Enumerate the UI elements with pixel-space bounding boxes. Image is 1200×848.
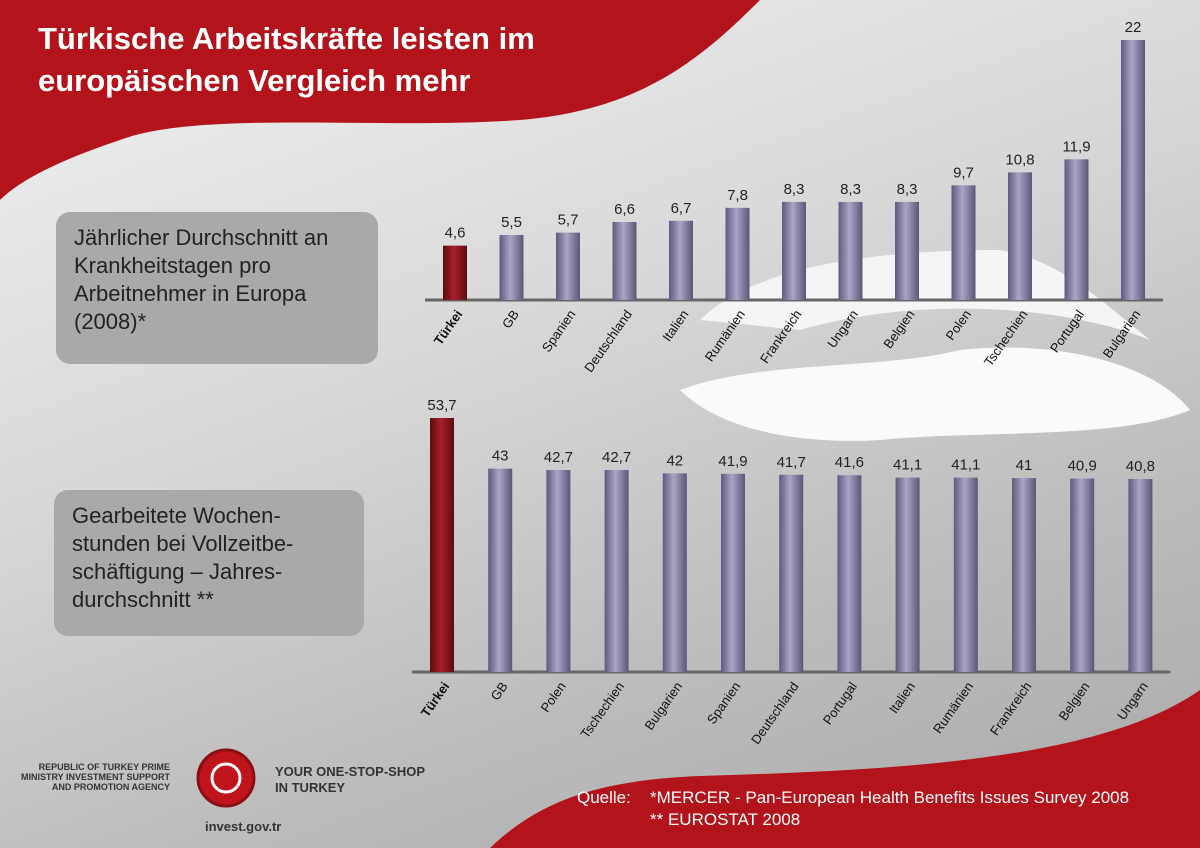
category-label: Rumänien <box>702 307 748 364</box>
bar-Tschechien <box>604 470 629 672</box>
bar-Portugal <box>1064 159 1089 300</box>
data-label: 42 <box>666 452 683 469</box>
bar-Italien <box>895 477 920 672</box>
category-label: Belgien <box>1055 679 1092 723</box>
agency-logo <box>196 748 256 808</box>
slogan: YOUR ONE-STOP-SHOP IN TURKEY <box>275 764 425 796</box>
data-label: 53,7 <box>427 397 456 414</box>
data-label: 42,7 <box>544 449 573 466</box>
data-label: 5,7 <box>558 212 579 229</box>
category-label: Polen <box>943 307 974 343</box>
title-line-2: europäischen Vergleich mehr <box>38 63 471 98</box>
category-label: Türkei <box>431 307 466 348</box>
bar-Türkei <box>430 418 454 672</box>
category-label: Spanien <box>704 679 744 727</box>
data-label: 41,7 <box>777 454 806 471</box>
category-label: Italien <box>659 307 691 344</box>
category-label: Italien <box>886 679 918 716</box>
source-1: *MERCER - Pan-European Health Benefits I… <box>650 788 1130 807</box>
data-label: 6,7 <box>671 200 692 217</box>
bar-Frankreich <box>1012 478 1036 672</box>
bar-GB <box>499 235 524 300</box>
bar-Portugal <box>837 475 862 672</box>
data-label: 10,8 <box>1005 151 1034 168</box>
category-label: GB <box>499 307 522 331</box>
title-line-1: Türkische Arbeitskräfte leisten im <box>38 21 535 56</box>
category-label: Portugal <box>820 679 860 727</box>
agency-name: REPUBLIC OF TURKEY PRIME MINISTRY INVEST… <box>20 762 170 792</box>
bar-Spanien <box>556 232 580 300</box>
category-label: Spanien <box>539 307 579 355</box>
data-label: 8,3 <box>840 181 861 198</box>
data-label: 6,6 <box>614 201 635 218</box>
category-label: Belgien <box>880 307 917 351</box>
data-label: 5,5 <box>501 214 522 231</box>
bar-Polen <box>951 185 976 300</box>
bar-GB <box>488 468 513 672</box>
bar-Italien <box>669 220 693 300</box>
bar-Tschechien <box>1008 172 1032 300</box>
category-label: Bulgarien <box>1100 307 1144 361</box>
data-label: 7,8 <box>727 187 748 204</box>
working-hours-caption: Gearbeitete Wochen-stunden bei Vollzeitb… <box>54 490 364 636</box>
data-label: 42,7 <box>602 449 631 466</box>
data-label: 43 <box>492 448 509 465</box>
bar-Türkei <box>443 245 467 300</box>
data-label: 41,6 <box>835 454 864 471</box>
category-label: Ungarn <box>1114 679 1151 723</box>
category-label: Frankreich <box>757 307 805 366</box>
page-title: Türkische Arbeitskräfte leisten im europä… <box>38 18 535 102</box>
data-label: 41,1 <box>893 457 922 474</box>
bar-Ungarn <box>838 201 863 300</box>
data-label: 9,7 <box>953 164 974 181</box>
category-label: Tschechien <box>981 307 1031 369</box>
slogan-line-1: YOUR ONE-STOP-SHOP <box>275 764 426 779</box>
data-label: 22 <box>1125 19 1142 36</box>
data-label: 11,9 <box>1062 138 1090 155</box>
category-label: Türkei <box>418 679 453 720</box>
bar-Polen <box>546 470 571 672</box>
data-label: 8,3 <box>784 181 805 198</box>
category-label: Ungarn <box>824 307 861 351</box>
category-label: Rumänien <box>930 679 976 736</box>
category-label: Tschechien <box>577 679 627 741</box>
category-label: Bulgarien <box>641 679 685 733</box>
slogan-line-2: IN TURKEY <box>275 780 346 795</box>
source-2: ** EUROSTAT 2008 <box>650 810 801 829</box>
data-label: 41,9 <box>718 453 747 470</box>
bar-Frankreich <box>782 201 806 300</box>
data-label: 40,8 <box>1126 458 1155 475</box>
category-label: Portugal <box>1047 307 1087 355</box>
category-label: GB <box>488 679 511 703</box>
category-label: Deutschland <box>581 307 635 375</box>
category-label: Frankreich <box>987 679 1035 738</box>
bar-Rumänien <box>725 207 750 300</box>
bar-Ungarn <box>1128 479 1153 672</box>
data-label: 4,6 <box>445 225 466 242</box>
website-link[interactable]: invest.gov.tr <box>205 819 282 834</box>
bar-Belgien <box>895 201 919 300</box>
data-label: 40,9 <box>1068 458 1097 475</box>
bar-Rumänien <box>953 477 978 672</box>
category-label: Deutschland <box>748 679 802 747</box>
data-label: 41,1 <box>951 457 980 474</box>
bar-Bulgarien <box>662 473 687 672</box>
category-label: Polen <box>537 679 568 715</box>
bar-Spanien <box>721 473 745 672</box>
bar-Deutschland <box>612 222 637 300</box>
bar-Deutschland <box>779 474 804 672</box>
source-label: Quelle: <box>577 788 631 807</box>
data-label: 8,3 <box>897 181 918 198</box>
bar-Bulgarien <box>1121 40 1145 300</box>
bar-Belgien <box>1070 478 1095 672</box>
data-label: 41 <box>1016 457 1033 474</box>
sick-days-caption: Jährlicher Durchschnitt an Krankheitstag… <box>56 212 378 364</box>
